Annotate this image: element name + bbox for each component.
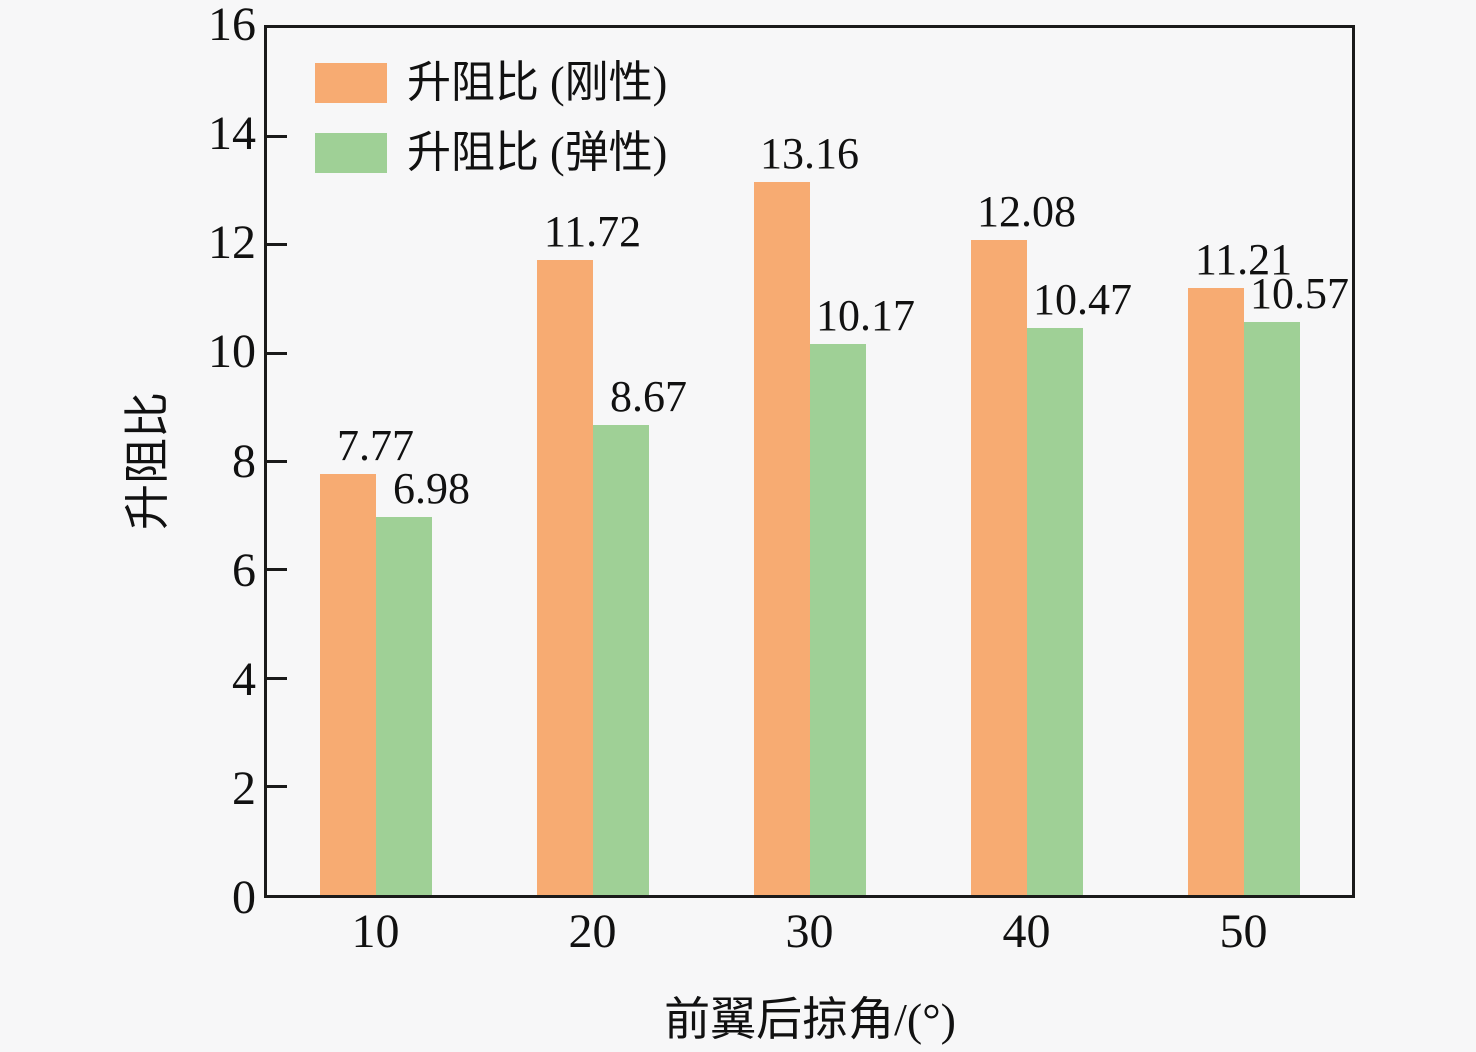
y-axis-title: 升阻比 (122, 392, 173, 530)
legend-label-elastic: 升阻比 (弹性) (407, 128, 668, 177)
bar-value-label: 13.16 (760, 128, 859, 178)
bar-value-label: 6.98 (393, 463, 470, 513)
bar-rigid (536, 259, 593, 895)
bar-value-label: 10.47 (1033, 274, 1132, 324)
bar-elastic (809, 343, 866, 895)
legend-swatch-rigid-icon (315, 63, 387, 103)
bar-value-label: 7.77 (337, 420, 414, 470)
bar-elastic (1243, 322, 1300, 895)
y-tick-mark (267, 785, 287, 789)
y-tick-mark (267, 568, 287, 572)
bar-value-label: 11.72 (543, 206, 642, 256)
x-tick-label: 20 (568, 905, 617, 958)
bar-elastic (592, 425, 649, 895)
legend-item-rigid: 升阻比 (刚性) (315, 61, 667, 105)
y-tick-label: 12 (208, 216, 256, 270)
y-tick-mark (267, 351, 287, 355)
y-tick-label: 8 (232, 434, 256, 488)
y-tick-mark (267, 243, 287, 247)
legend-label-rigid: 升阻比 (刚性) (407, 58, 668, 107)
y-tick-mark (267, 460, 287, 463)
y-tick-label: 6 (232, 543, 256, 597)
bar-rigid (753, 181, 810, 895)
bar-value-label: 10.17 (816, 290, 915, 340)
y-tick-label: 10 (208, 325, 256, 379)
legend-swatch-elastic-icon (315, 133, 387, 173)
x-tick-label: 30 (785, 905, 834, 958)
y-tick-label: 16 (208, 0, 256, 51)
bar-value-label: 10.57 (1250, 269, 1349, 319)
legend-item-elastic: 升阻比 (弹性) (315, 131, 667, 175)
x-tick-label: 50 (1219, 905, 1268, 958)
bars-layer: 7.77 6.98 11.72 8.67 13.16 10.17 12.08 10.47 11.… (267, 28, 1352, 895)
y-tick-label: 14 (208, 107, 256, 161)
bar-rigid (1187, 287, 1244, 895)
y-tick-mark (267, 676, 287, 680)
y-tick-label: 4 (232, 652, 256, 706)
bar-value-label: 11.21 (1194, 234, 1293, 284)
x-axis-title: 前翼后掠角/(°) (664, 994, 956, 1045)
bar-rigid (319, 473, 376, 895)
y-tick-mark (267, 134, 287, 138)
y-tick-label: 0 (232, 871, 256, 924)
bar-elastic (375, 516, 432, 895)
bar-value-label: 8.67 (610, 372, 687, 422)
legend: 升阻比 (刚性) 升阻比 (弹性) (315, 61, 667, 201)
bar-value-label: 12.08 (977, 187, 1076, 237)
x-tick-label: 40 (1002, 905, 1051, 958)
bar-rigid (970, 240, 1027, 895)
x-tick-label: 10 (351, 905, 400, 958)
bar-elastic (1026, 327, 1083, 895)
plot-area: 7.77 6.98 11.72 8.67 13.16 10.17 12.08 10.47 11.… (264, 25, 1355, 898)
y-tick-label: 2 (232, 761, 256, 815)
